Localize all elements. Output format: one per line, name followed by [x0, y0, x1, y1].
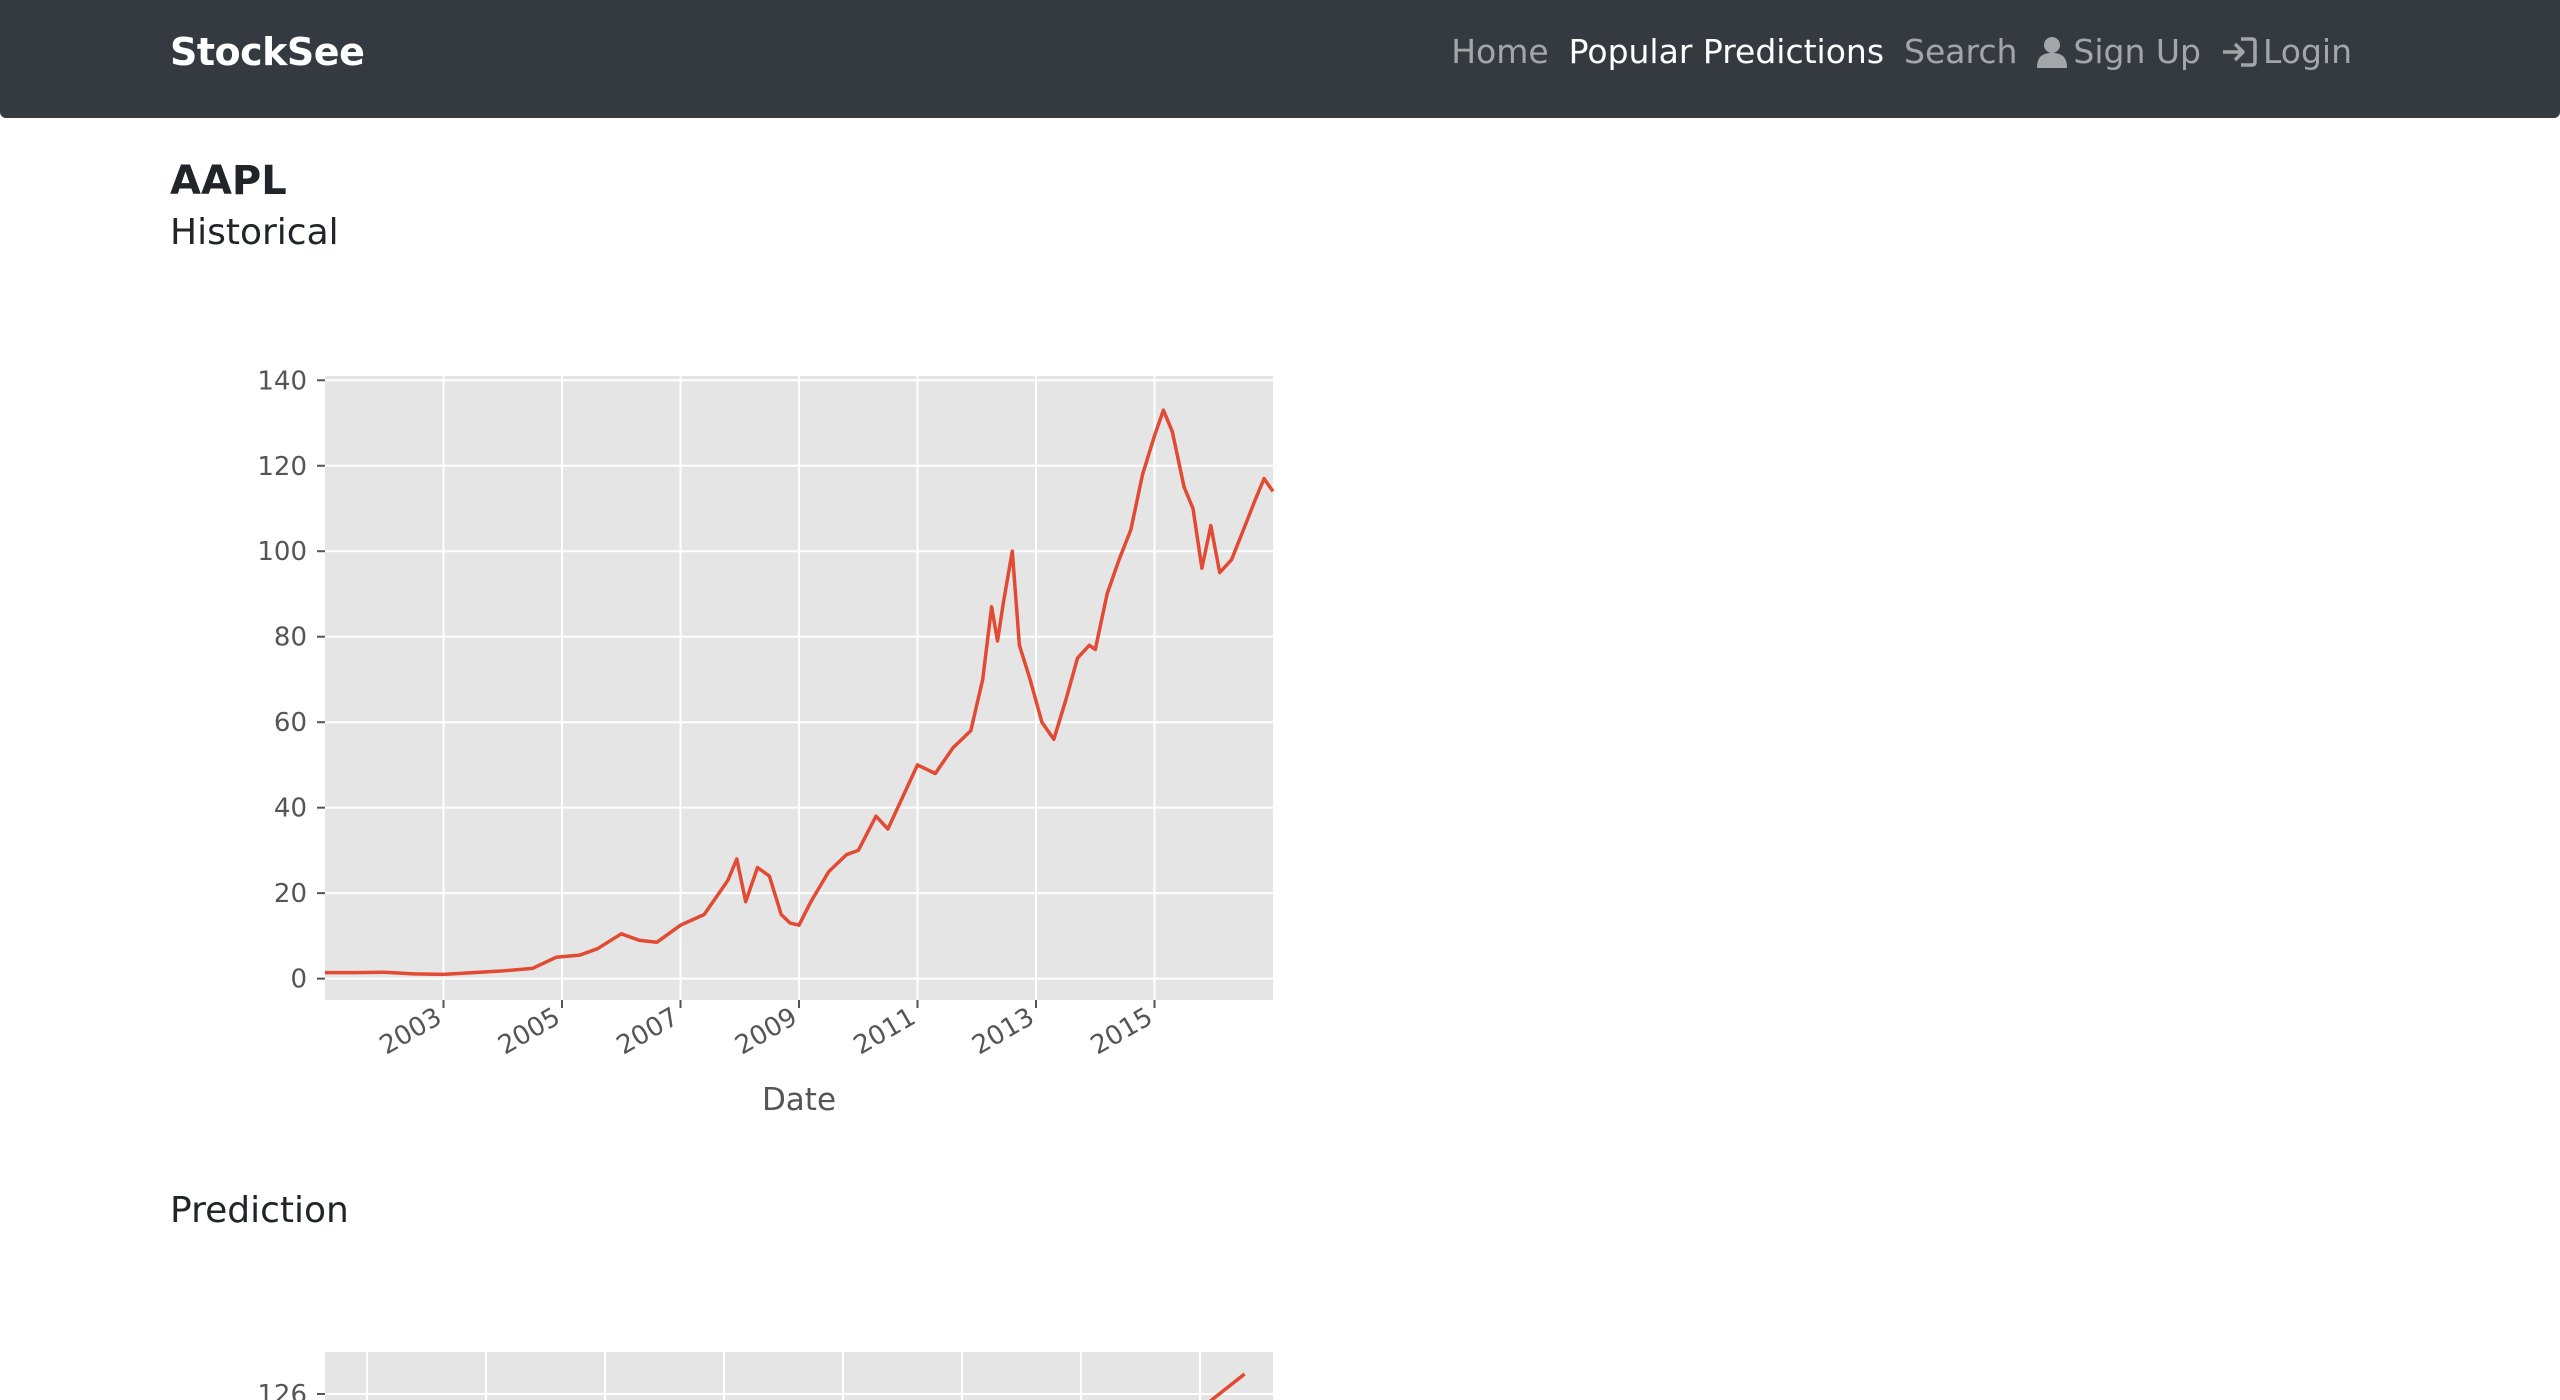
prediction-section-title: Prediction [170, 1190, 349, 1231]
historical-chart: 0 20 40 60 80 100 120 140 2003 2005 2007 2009 2011 20… [257, 366, 1275, 1118]
ticker-symbol: AAPL [170, 158, 287, 204]
nav-search-link[interactable]: Search [1904, 32, 2017, 71]
x-tick-label: 2009 [730, 1002, 802, 1061]
x-tick-label: 2013 [967, 1002, 1039, 1061]
y-tick-label: 120 [257, 452, 307, 482]
nav-signup-link[interactable]: Sign Up [2037, 32, 2201, 71]
nav-signup-label: Sign Up [2073, 32, 2201, 71]
login-icon [2222, 36, 2257, 67]
x-tick-label: 2007 [612, 1002, 684, 1061]
brand-logo[interactable]: StockSee [170, 30, 365, 74]
plot-area [325, 1352, 1273, 1400]
nav-search-label: Search [1904, 32, 2018, 71]
nav-links: Home Popular Predictions Search Sign Up … [1431, 32, 2352, 71]
price-line [325, 408, 1275, 977]
y-tick-label: 140 [257, 366, 307, 396]
nav-login-link[interactable]: Login [2221, 32, 2352, 71]
y-tick-label: 80 [274, 623, 307, 653]
y-tick-label: 20 [274, 879, 307, 909]
historical-section-title: Historical [170, 212, 339, 253]
user-icon [2037, 36, 2068, 68]
y-tick-label: 100 [257, 537, 307, 567]
y-tick-label: 40 [274, 794, 307, 824]
x-tick-label: 2011 [849, 1002, 921, 1061]
navbar: StockSee Home Popular Predictions Search… [0, 0, 2560, 118]
nav-home-label: Home [1451, 32, 1549, 71]
y-tick-label: 60 [274, 708, 307, 738]
nav-popular-predictions-label: Popular Predictions [1568, 32, 1885, 71]
prediction-line [1208, 1372, 1246, 1400]
x-tick-label: 2015 [1086, 1002, 1158, 1061]
x-tick-label: 2005 [493, 1002, 565, 1061]
x-tick-label: 2003 [375, 1002, 447, 1061]
nav-popular-predictions-link[interactable]: Popular Predictions [1569, 32, 1884, 71]
x-axis-label: Date [762, 1082, 836, 1118]
y-tick-label: 0 [290, 965, 307, 995]
y-tick-label: 126 [257, 1380, 307, 1400]
nav-home-link[interactable]: Home [1451, 32, 1548, 71]
prediction-chart: 126 [257, 1352, 1273, 1400]
nav-login-label: Login [2262, 32, 2352, 71]
